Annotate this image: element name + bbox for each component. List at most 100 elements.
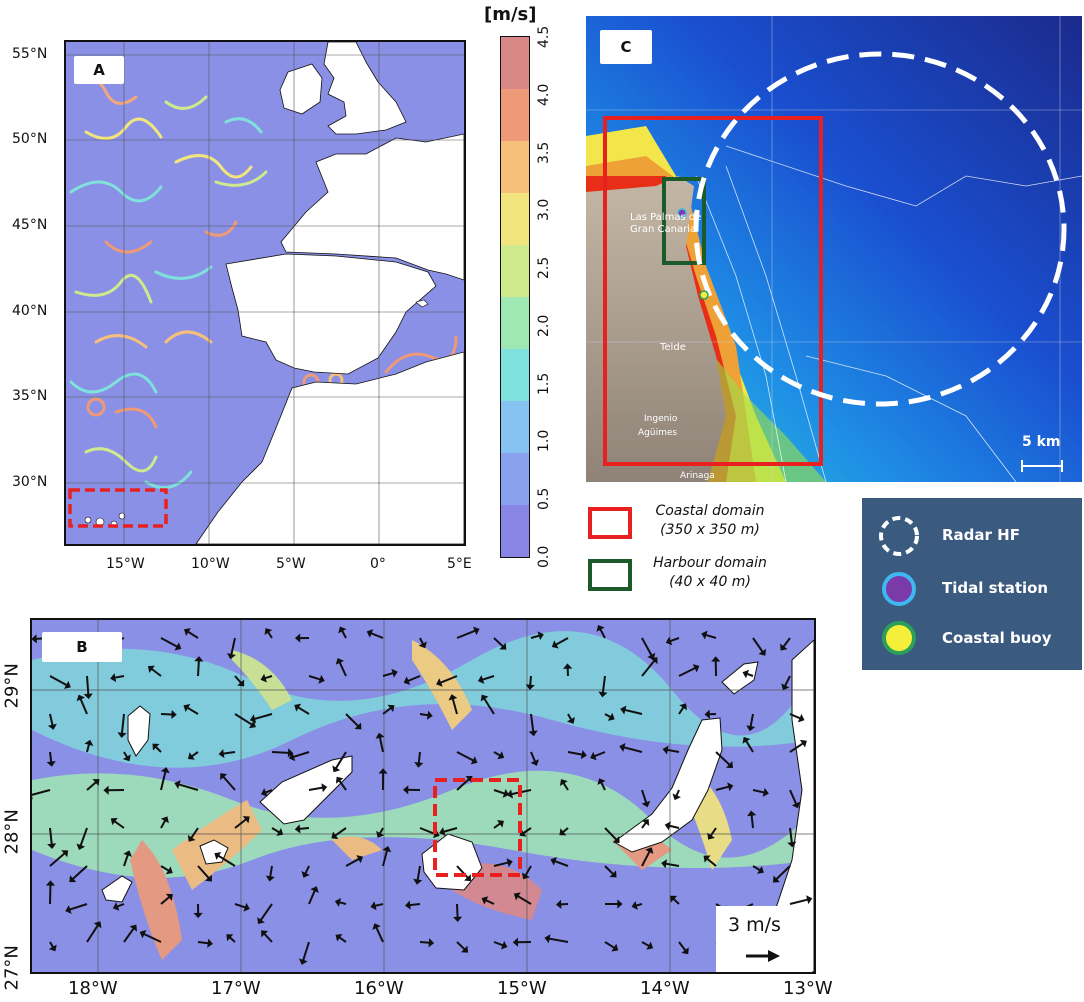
current-vector: [155, 746, 162, 753]
current-vector: [493, 789, 505, 795]
current-vector-head: [288, 752, 296, 762]
current-vector: [308, 890, 316, 905]
current-vector: [49, 675, 68, 686]
current-vector: [641, 941, 650, 947]
current-vector-head: [799, 739, 807, 748]
current-vector: [378, 737, 384, 753]
current-vector-head: [160, 767, 170, 774]
current-vector: [160, 865, 170, 872]
current-vector: [456, 751, 474, 762]
colorbar-segment: [501, 505, 529, 557]
current-vector-head: [117, 732, 127, 739]
current-vector-head: [378, 768, 388, 774]
current-vector: [678, 706, 685, 715]
current-vector-head: [414, 761, 424, 768]
current-vector-head: [47, 723, 57, 730]
current-vector-head: [506, 858, 513, 868]
current-vector-head: [261, 788, 268, 797]
current-vector: [775, 865, 791, 880]
current-vector-head: [332, 765, 341, 773]
current-vector-head: [207, 938, 213, 948]
panel-b-scale-label: 3 m/s: [728, 914, 781, 936]
current-vector-head: [47, 843, 57, 849]
current-vector-head: [756, 865, 764, 874]
panel-b-domain-box: [433, 778, 522, 877]
current-vector-head: [607, 712, 615, 721]
current-vector-head: [370, 901, 377, 911]
current-vector-head: [110, 817, 118, 826]
panel-b-lon-tick: 14°W: [640, 978, 690, 999]
current-vector: [675, 789, 680, 797]
current-vector: [123, 854, 129, 867]
current-vector: [752, 637, 764, 653]
colorbar-tick: 0.5: [536, 487, 552, 511]
current-vector-head: [480, 694, 489, 702]
colorbar-segment: [501, 349, 529, 401]
current-vector-head: [334, 897, 342, 907]
yellow-dot-icon: [882, 621, 916, 655]
panel-c-scale-label: 5 km: [1022, 434, 1061, 450]
panel-b-lat-tick: 29°N: [1, 663, 23, 709]
current-vector: [493, 751, 501, 757]
current-vector: [784, 675, 791, 687]
panel-a-lon-tick: 0°: [370, 556, 386, 572]
current-vector-head: [248, 720, 256, 729]
colorbar-tick: 0.0: [536, 545, 552, 568]
current-vector-head: [356, 855, 364, 864]
current-vector-head: [76, 843, 86, 851]
dashed-circle-icon: [879, 516, 919, 556]
current-vector: [308, 675, 321, 681]
current-vector-head: [93, 921, 102, 929]
current-vector-head: [171, 709, 177, 720]
current-vector-head: [335, 658, 345, 665]
current-vector: [641, 789, 648, 804]
panel-b-lon-tick: 13°W: [783, 978, 833, 999]
current-vector: [562, 827, 569, 833]
current-vector-head: [403, 676, 411, 685]
current-vector-head: [426, 710, 433, 720]
current-vector: [339, 901, 347, 905]
current-vector: [678, 667, 696, 677]
current-vector-head: [187, 752, 195, 760]
current-vector: [234, 818, 247, 829]
current-vector-head: [194, 656, 204, 662]
current-vector-head: [762, 787, 769, 797]
current-vector-head: [261, 930, 269, 938]
panel-a-lat-tick: 50°N: [12, 131, 48, 147]
current-vector-head: [294, 633, 301, 643]
current-vector: [623, 746, 643, 753]
panel-b: B 3 m/s 29°N 28°N 27°N 18°W 17°W 16°W 15…: [0, 608, 840, 1002]
current-vector: [178, 783, 199, 791]
purple-dot-icon: [882, 572, 916, 606]
current-vector-head: [123, 850, 133, 857]
current-vector-head: [619, 743, 626, 752]
current-vector-head: [103, 785, 109, 795]
current-vector: [789, 827, 793, 843]
current-vector: [299, 827, 310, 830]
current-vector: [263, 933, 273, 943]
current-vector: [443, 827, 458, 833]
current-vector-head: [204, 874, 212, 882]
current-vector-head: [550, 857, 557, 866]
colorbar-tick: 2.0: [536, 314, 552, 337]
current-vector-head: [226, 653, 236, 660]
panel-a-lon-tick: 10°W: [191, 556, 230, 572]
current-vector-head: [139, 930, 147, 939]
current-vector: [191, 751, 199, 758]
panel-b-lat-tick: 27°N: [1, 945, 23, 991]
current-vector-head: [496, 820, 504, 828]
current-vector-head: [174, 780, 181, 790]
fuerteventura-island: [613, 717, 723, 853]
colorbar-tick: 3.5: [536, 141, 552, 164]
current-vector-head: [331, 831, 339, 840]
current-vector: [419, 827, 436, 836]
current-vector: [269, 865, 273, 877]
current-vector-head: [499, 642, 507, 650]
current-vector: [482, 675, 495, 681]
current-vector: [782, 637, 791, 648]
panel-c-bathymetry-map: [586, 16, 1082, 482]
current-vector-head: [418, 641, 427, 649]
current-vector-head: [500, 940, 508, 950]
current-vector-head: [617, 899, 623, 909]
current-vector-head: [276, 828, 284, 836]
